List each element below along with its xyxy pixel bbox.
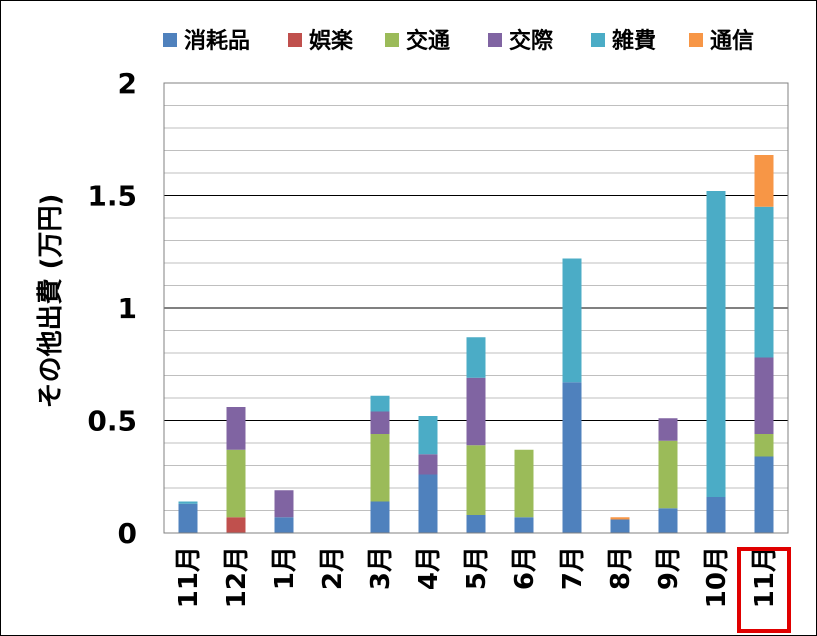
bar-segment — [370, 434, 390, 502]
legend-label: 交通 — [406, 28, 450, 54]
x-tick-label: 5月 — [462, 546, 492, 590]
x-tick-label: 4月 — [414, 546, 444, 590]
bar-segment — [706, 191, 726, 497]
plot-area-border — [163, 82, 789, 534]
bars — [178, 155, 774, 533]
bar-segment — [562, 382, 582, 533]
bar-segment — [370, 501, 390, 533]
bar-segment — [514, 449, 534, 518]
legend-label: 娯楽 — [309, 28, 354, 54]
bar-segment — [658, 508, 678, 533]
bar-segment — [466, 377, 486, 446]
bar-segment — [754, 357, 774, 434]
x-tick-label: 11月 — [750, 546, 780, 608]
bar-segment — [466, 515, 486, 533]
y-tick-label: 1.5 — [87, 180, 137, 213]
bar-segment — [370, 395, 390, 412]
x-tick-label: 7月 — [558, 546, 588, 590]
bar-segment — [610, 519, 630, 533]
bar-segment — [274, 490, 294, 518]
highlight-box — [737, 547, 791, 633]
y-axis-ticks: 0 0.5 1 1.5 2 — [87, 67, 137, 550]
legend-swatch — [488, 33, 502, 47]
bar-segment — [562, 258, 582, 383]
legend-label: 雑費 — [611, 28, 656, 54]
gridlines — [164, 105, 788, 511]
y-tick-label: 1 — [118, 292, 137, 325]
legend-swatch — [288, 33, 302, 47]
bar-segment — [226, 517, 246, 533]
bar-segment — [418, 416, 438, 455]
legend-swatch — [385, 33, 399, 47]
y-tick-label: 0 — [118, 517, 137, 550]
legend-label: 交際 — [509, 28, 554, 54]
bar-segment — [418, 474, 438, 533]
legend-label: 消耗品 — [184, 28, 250, 54]
bar-segment — [754, 206, 774, 358]
bar-segment — [658, 440, 678, 509]
bar-segment — [706, 497, 726, 533]
x-tick-label: 1月 — [270, 546, 300, 590]
y-tick-label: 2 — [118, 67, 137, 100]
bar-segment — [370, 411, 390, 434]
y-tick-label: 0.5 — [87, 405, 137, 438]
x-axis-ticks: 11月 12月 1月 2月 3月 4月 5月 6月 7月 8月 9月 10月 11月 — [174, 546, 780, 608]
bar-segment — [418, 454, 438, 475]
x-tick-label: 2月 — [318, 546, 348, 590]
bar-segment — [466, 337, 486, 378]
x-tick-label: 11月 — [174, 546, 204, 608]
bar-segment — [754, 434, 774, 457]
legend-label: 通信 — [710, 28, 754, 54]
bar-segment — [178, 503, 198, 533]
bar-segment — [610, 517, 630, 520]
bar-segment — [274, 517, 294, 533]
x-tick-label: 3月 — [366, 546, 396, 590]
x-tick-label: 12月 — [222, 546, 252, 608]
legend: 消耗品 娯楽 交通 交際 雑費 通信 — [163, 28, 754, 54]
legend-swatch — [163, 33, 177, 47]
y-axis-label: その他出費 (万円) — [36, 194, 66, 409]
bar-segment — [178, 501, 198, 504]
x-tick-label: 9月 — [654, 546, 684, 590]
bar-segment — [754, 155, 774, 207]
bar-segment — [658, 418, 678, 441]
x-tick-label: 8月 — [606, 546, 636, 590]
bar-segment — [226, 407, 246, 450]
bar-segment — [466, 445, 486, 515]
bar-segment — [226, 449, 246, 518]
legend-swatch — [591, 33, 605, 47]
x-tick-label: 6月 — [510, 546, 540, 590]
x-tick-label: 10月 — [702, 546, 732, 608]
bar-segment — [514, 517, 534, 533]
legend-swatch — [689, 33, 703, 47]
bar-segment — [754, 456, 774, 533]
